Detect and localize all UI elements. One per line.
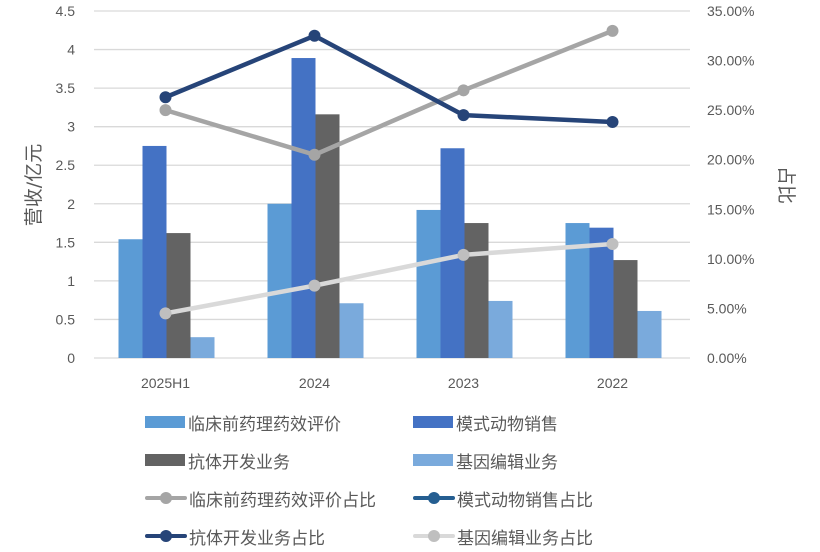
x-tick-label: 2025H1 [141,375,190,391]
line-path [163,241,615,316]
left-axis-title: 营收/亿元 [23,144,45,226]
legend-bar-swatch-icon [413,454,453,466]
legend-label: 模式动物销售占比 [457,490,593,511]
line-marker [606,24,619,37]
bar [291,58,316,358]
legend-bar-swatch-icon [145,454,185,466]
x-tick-label: 2024 [299,375,330,391]
legend-item[interactable]: 抗体开发业务占比 [145,524,413,549]
y-tick-label: 0.5 [56,311,76,327]
y-tick-label: 3.5 [56,80,76,96]
y2-tick-label: 15.00% [707,201,754,217]
right-axis-ticks: 0.00% 5.00% 10.00% 15.00% 20.00% 25.00% 30.00%… [707,3,754,366]
bar [166,233,191,358]
bar [613,260,638,358]
legend-line-marker-icon [145,491,187,505]
legend-label: 临床前药理药效评价 [188,414,341,435]
y-tick-label: 3 [67,119,75,135]
chart-legend: 临床前药理药效评价 模式动物销售抗体开发业务 基因编辑业务临床前药理药效评价占比 模式… [145,410,665,549]
line-marker [457,84,470,97]
legend-label: 基因编辑业务占比 [457,528,593,549]
y-tick-label: 0 [67,350,75,366]
bar [416,209,441,358]
line-marker [159,91,172,104]
bar [190,337,215,358]
line-path [163,33,615,125]
legend-line-marker-icon [145,529,187,543]
bar [488,300,513,358]
legend-item[interactable]: 临床前药理药效评价占比 [145,486,413,511]
bar [142,145,167,358]
legend-label: 模式动物销售 [456,414,558,435]
y-tick-label: 4 [67,42,75,58]
legend-item[interactable]: 模式动物销售占比 [413,486,665,511]
bar [589,227,614,358]
y2-tick-label: 35.00% [707,3,754,19]
combo-chart: 0 0.5 1 1.5 2 2.5 3 3.5 4 4.5 0.00% 5.00% 10.00% 15.… [23,3,797,391]
bar [267,203,292,358]
y2-tick-label: 30.00% [707,53,754,69]
y-tick-label: 2.5 [56,157,76,173]
category-axis-labels: 2025H1 2024 2023 2022 [141,375,628,391]
legend-line-marker-icon [413,491,455,505]
legend-bar-swatch-icon [413,416,453,428]
legend-bar-swatch-icon [145,416,185,428]
legend-label: 临床前药理药效评价占比 [189,490,376,511]
x-tick-label: 2023 [448,375,479,391]
bar [637,310,662,358]
legend-label: 基因编辑业务 [456,452,558,473]
y-tick-label: 1.5 [56,234,76,250]
left-axis-ticks: 0 0.5 1 1.5 2 2.5 3 3.5 4 4.5 [56,3,76,366]
legend-line-marker-icon [413,529,455,543]
line-marker [457,248,470,261]
legend-label: 抗体开发业务 [188,452,290,473]
y2-tick-label: 25.00% [707,102,754,118]
bar [464,223,489,358]
y-tick-label: 2 [67,196,75,212]
line-marker [606,237,619,250]
y2-tick-label: 20.00% [707,152,754,168]
legend-label: 抗体开发业务占比 [189,528,325,549]
line-marker [457,109,470,122]
line-path [163,28,615,158]
y2-tick-label: 10.00% [707,251,754,267]
legend-item[interactable]: 基因编辑业务占比 [413,524,665,549]
legend-item[interactable]: 模式动物销售 [413,410,665,435]
bar [565,223,590,358]
legend-item[interactable]: 临床前药理药效评价 [145,410,413,435]
y2-tick-label: 5.00% [707,300,747,316]
bar [118,239,143,358]
line-marker [606,116,619,129]
legend-item[interactable]: 基因编辑业务 [413,448,665,473]
legend-item[interactable]: 抗体开发业务 [145,448,413,473]
line-marker [308,279,321,292]
bar-series [118,58,662,358]
line-series [159,24,619,320]
y2-tick-label: 0.00% [707,350,747,366]
bar [339,303,364,358]
line-marker [159,104,172,117]
line-marker [159,307,172,320]
y-tick-label: 1 [67,273,75,289]
right-axis-title: 占比 [775,166,797,204]
line-marker [308,29,321,42]
gridlines [94,10,690,359]
x-tick-label: 2022 [597,375,628,391]
line-marker [308,148,321,161]
y-tick-label: 4.5 [56,3,76,19]
